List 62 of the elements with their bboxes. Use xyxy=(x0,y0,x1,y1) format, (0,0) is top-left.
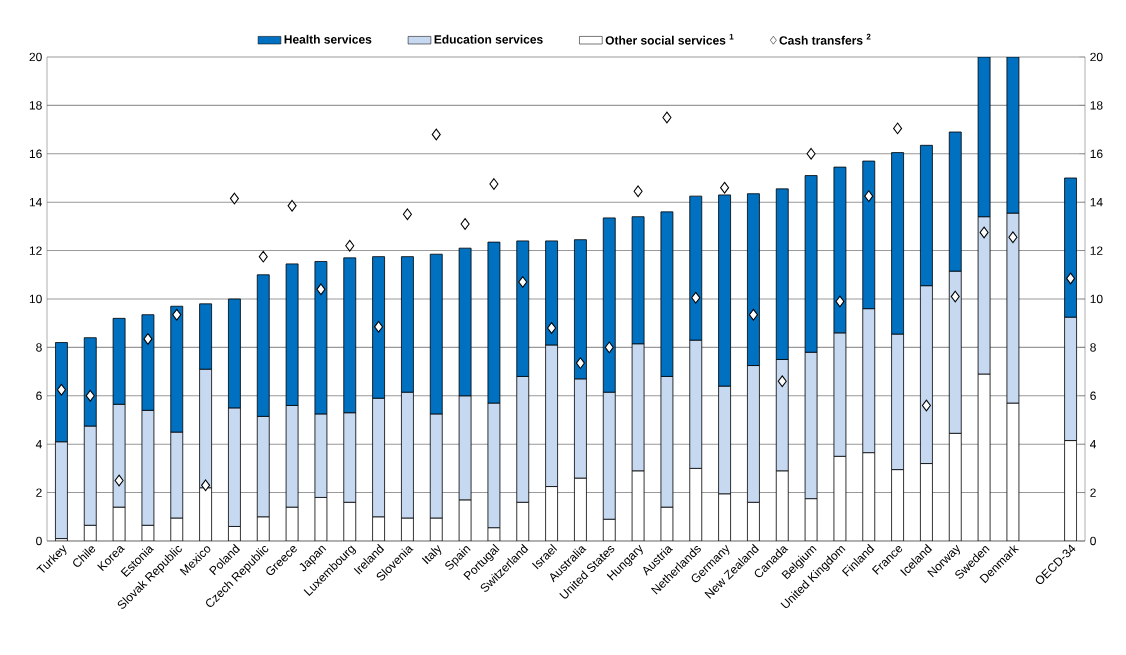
point xyxy=(229,192,239,205)
y-tick-label: 12 xyxy=(29,246,42,255)
y2-tick-label: 20 xyxy=(1090,52,1103,62)
point xyxy=(258,250,268,263)
point xyxy=(431,128,441,141)
y-tick-label: 6 xyxy=(36,391,42,401)
y2-tick-label: 8 xyxy=(1090,343,1096,352)
y-tick-label: 16 xyxy=(29,149,42,159)
x-tick-label: Italy xyxy=(421,544,442,565)
point xyxy=(1008,231,1018,244)
y-tick-label: 10 xyxy=(29,294,42,304)
point xyxy=(864,190,874,203)
point xyxy=(979,226,989,239)
y2-tick-label: 16 xyxy=(1090,149,1103,159)
y2-tick-label: 6 xyxy=(1090,391,1096,401)
point xyxy=(460,218,470,230)
point xyxy=(172,308,182,321)
point xyxy=(547,322,557,334)
point xyxy=(56,383,66,396)
point xyxy=(114,474,124,487)
point xyxy=(748,308,758,321)
y2-tick-label: 2 xyxy=(1090,488,1096,497)
point xyxy=(691,291,701,304)
point xyxy=(575,357,585,369)
point xyxy=(143,333,153,345)
point xyxy=(662,111,672,124)
point xyxy=(402,208,412,221)
point xyxy=(893,122,903,135)
point xyxy=(633,185,643,198)
point xyxy=(720,181,730,194)
y-tick-label: 0 xyxy=(36,536,42,546)
y2-tick-label: 10 xyxy=(1090,294,1103,304)
point xyxy=(950,290,960,303)
point xyxy=(201,479,211,492)
point xyxy=(777,375,787,388)
point xyxy=(489,178,499,190)
legend-label: Education services xyxy=(434,34,543,44)
legend-label: Other social services $^{1}$ xyxy=(605,33,734,45)
y-tick-label: 18 xyxy=(29,101,42,110)
y-tick-label: 14 xyxy=(29,198,42,207)
y2-tick-label: 14 xyxy=(1090,198,1103,207)
point xyxy=(806,147,816,160)
point xyxy=(604,341,614,354)
point xyxy=(921,399,931,412)
y-tick-label: 8 xyxy=(36,343,42,352)
legend-label: Cash transfers $^{2}$ xyxy=(779,33,871,45)
y2-tick-label: 18 xyxy=(1090,101,1103,110)
point xyxy=(345,239,355,252)
point xyxy=(374,320,384,333)
y-tick-label: 4 xyxy=(35,440,42,449)
y2-tick-label: 0 xyxy=(1090,536,1096,546)
point xyxy=(316,283,326,296)
y-tick-label: 2 xyxy=(36,488,42,497)
y2-tick-label: 4 xyxy=(1089,440,1097,449)
y2-tick-label: 12 xyxy=(1090,246,1103,255)
y-tick-label: 20 xyxy=(29,52,42,62)
point xyxy=(835,295,845,308)
point xyxy=(1066,272,1076,285)
legend-label: Health services xyxy=(284,34,372,44)
point xyxy=(85,389,95,402)
point xyxy=(518,276,528,288)
point xyxy=(287,199,297,212)
